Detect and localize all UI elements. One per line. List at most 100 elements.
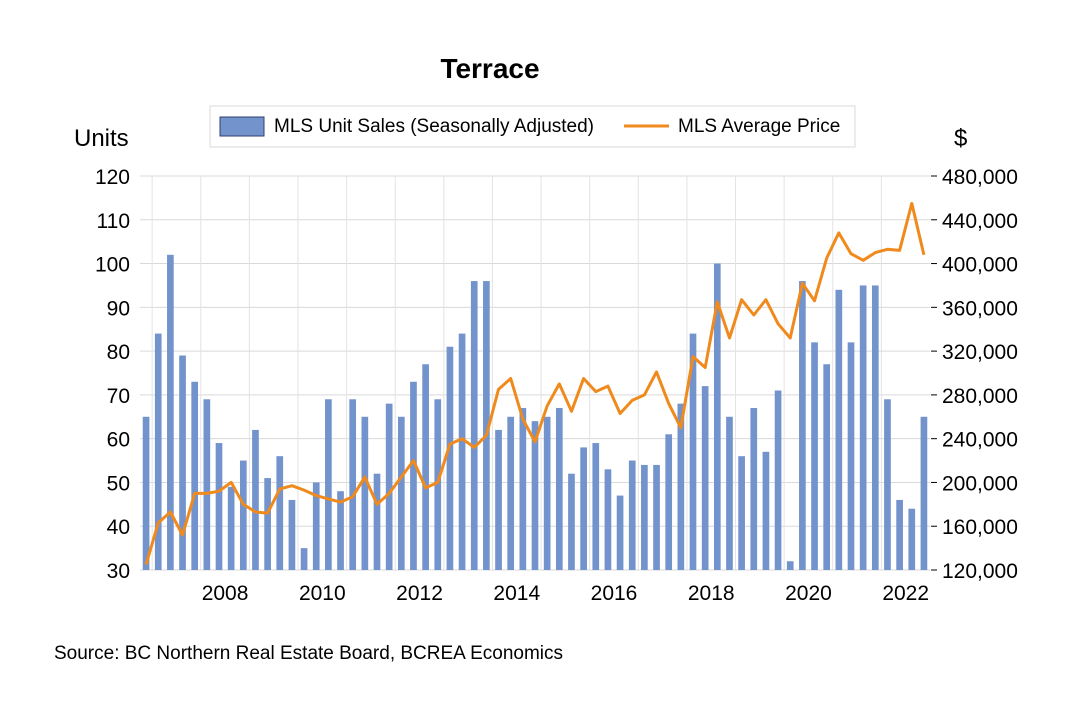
bar xyxy=(871,285,879,570)
bar xyxy=(154,333,162,570)
bar xyxy=(920,416,928,570)
bar xyxy=(483,281,490,570)
bar xyxy=(859,285,867,570)
legend-bar-swatch xyxy=(219,116,265,137)
bar xyxy=(908,508,916,570)
bar xyxy=(604,469,612,570)
bar xyxy=(568,473,575,570)
bar xyxy=(385,403,393,570)
y2-tick-label: 400,000 xyxy=(942,254,1018,277)
chart-title: Terrace xyxy=(440,53,539,84)
bar xyxy=(446,346,454,570)
y-tick-label: 40 xyxy=(107,516,130,539)
y2-tick-label: 480,000 xyxy=(942,166,1018,189)
bar xyxy=(142,416,150,570)
legend-line-label: MLS Average Price xyxy=(678,116,840,137)
legend-box xyxy=(209,105,856,148)
bar xyxy=(337,491,344,570)
bar-series xyxy=(142,254,928,571)
bar xyxy=(312,482,320,570)
x-tick-label: 2016 xyxy=(591,582,638,605)
bar xyxy=(495,429,502,570)
y2-tick-label: 120,000 xyxy=(942,560,1018,583)
y2-axis-title: $ xyxy=(954,125,967,152)
bar xyxy=(592,443,600,570)
y2-tick-label: 200,000 xyxy=(942,472,1018,495)
line-series xyxy=(144,201,926,565)
x-tick-label: 2018 xyxy=(688,582,735,605)
bar xyxy=(434,399,442,570)
y-tick-label: 100 xyxy=(95,254,130,277)
bar xyxy=(896,499,903,570)
bar xyxy=(458,333,466,570)
bar xyxy=(227,486,235,570)
bar xyxy=(677,403,685,570)
bar xyxy=(519,408,527,570)
bar xyxy=(653,464,660,570)
bar xyxy=(349,399,357,570)
y2-tick-label: 320,000 xyxy=(942,341,1018,364)
bar xyxy=(215,443,223,570)
y-tick-label: 110 xyxy=(97,210,130,233)
bar xyxy=(726,416,733,570)
bar xyxy=(628,460,636,570)
bar xyxy=(507,416,515,570)
y-tick-label: 80 xyxy=(107,341,130,364)
bar xyxy=(288,499,296,570)
bar xyxy=(167,254,174,571)
x-tick-label: 2010 xyxy=(299,582,346,605)
bar xyxy=(361,416,369,570)
y-tick-label: 120 xyxy=(95,166,130,189)
bar xyxy=(786,561,794,570)
bar xyxy=(470,281,478,570)
bar xyxy=(823,364,831,570)
bar xyxy=(373,473,381,570)
y2-tick-label: 240,000 xyxy=(942,429,1018,452)
source-note: Source: BC Northern Real Estate Board, B… xyxy=(54,643,563,664)
grid xyxy=(140,175,930,571)
bar xyxy=(276,456,284,570)
bar xyxy=(422,364,429,570)
bar xyxy=(762,451,770,570)
bar xyxy=(616,495,624,570)
y2-tick-label: 360,000 xyxy=(942,297,1018,320)
bar xyxy=(689,333,697,570)
y2-tick-label: 440,000 xyxy=(942,210,1018,233)
bar xyxy=(701,386,709,570)
bar xyxy=(811,342,818,570)
bar xyxy=(397,416,405,570)
bar xyxy=(239,460,247,570)
bar xyxy=(713,263,721,570)
x-tick-label: 2014 xyxy=(493,582,540,605)
y-tick-label: 90 xyxy=(107,297,130,320)
bar xyxy=(665,434,673,570)
bar xyxy=(191,381,199,570)
x-axis-ticks: 2008 2010 2012 2014 2016 2018 2020 2022 xyxy=(202,582,929,605)
x-tick-label: 2008 xyxy=(202,582,249,605)
bar xyxy=(531,421,539,570)
x-tick-label: 2022 xyxy=(882,582,929,605)
bar xyxy=(884,399,891,570)
y2-axis-ticks: 120,000 160,000 200,000 240,000 280,000 320,0… xyxy=(931,166,1018,583)
bar xyxy=(738,456,745,570)
bar xyxy=(750,408,758,570)
y2-tick-label: 280,000 xyxy=(942,385,1018,408)
bar xyxy=(641,464,648,570)
legend-bar-label: MLS Unit Sales (Seasonally Adjusted) xyxy=(274,116,594,137)
bar xyxy=(179,355,186,570)
bar xyxy=(325,399,332,570)
legend: MLS Unit Sales (Seasonally Adjusted) MLS… xyxy=(209,105,856,148)
x-tick-label: 2020 xyxy=(785,582,832,605)
y-tick-label: 60 xyxy=(107,429,130,452)
y2-tick-label: 160,000 xyxy=(942,516,1018,539)
price-line xyxy=(144,201,926,565)
bar xyxy=(264,478,271,570)
bar xyxy=(774,390,782,570)
bar xyxy=(203,399,211,570)
y-axis-ticks: 30 40 50 60 70 80 90 100 110 120 xyxy=(95,166,130,583)
bar xyxy=(252,429,259,570)
y-tick-label: 30 xyxy=(107,560,130,583)
y-tick-label: 50 xyxy=(107,472,130,495)
bar xyxy=(543,416,551,570)
